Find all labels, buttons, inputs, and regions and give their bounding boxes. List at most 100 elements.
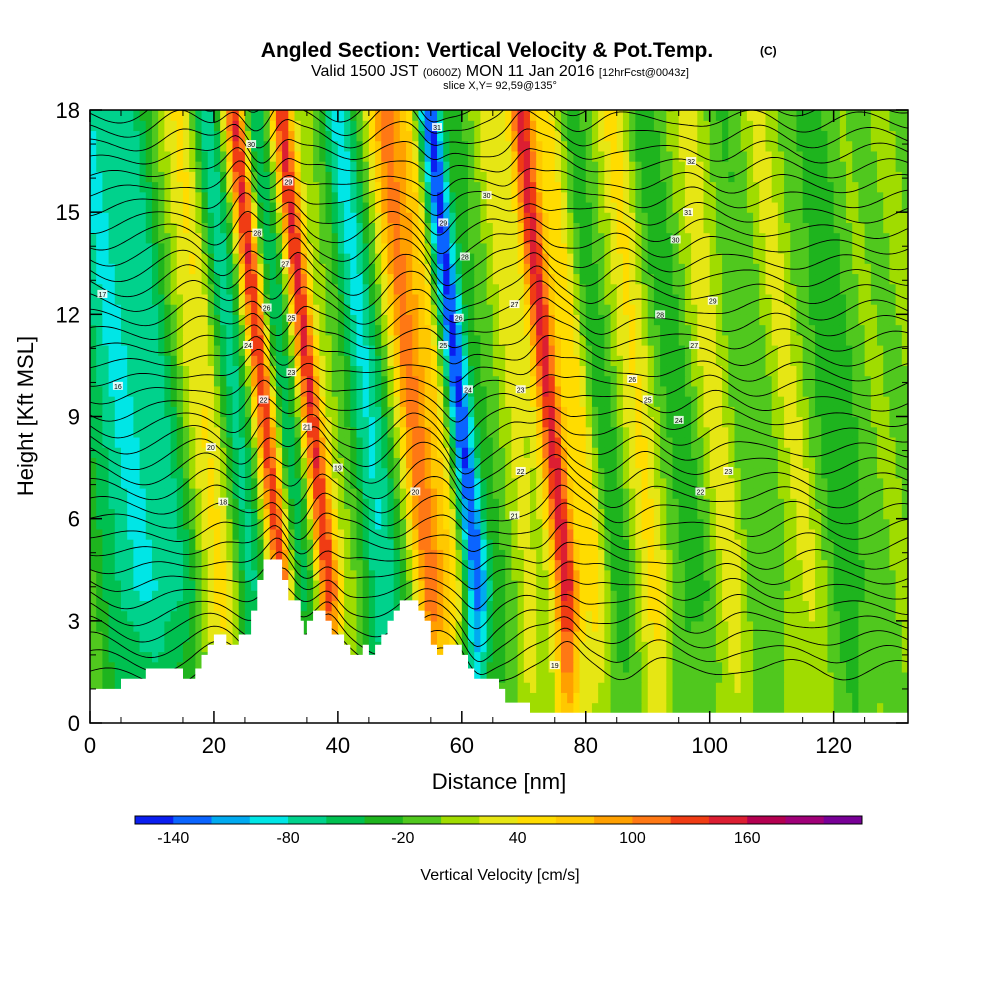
velocity-cell: [176, 631, 184, 642]
velocity-cell: [560, 498, 568, 510]
velocity-cell: [306, 436, 314, 448]
velocity-cell: [492, 498, 500, 510]
velocity-cell: [895, 671, 903, 683]
velocity-cell: [294, 590, 302, 601]
velocity-cell: [151, 355, 159, 367]
velocity-cell: [300, 334, 308, 346]
velocity-cell: [883, 447, 891, 458]
velocity-cell: [889, 692, 897, 704]
velocity-cell: [139, 631, 147, 642]
velocity-cell: [660, 631, 667, 642]
velocity-cell: [127, 426, 134, 438]
velocity-cell: [901, 702, 908, 714]
velocity-cell: [96, 590, 103, 601]
velocity-cell: [864, 365, 872, 377]
velocity-cell: [554, 375, 562, 387]
velocity-cell: [591, 447, 599, 458]
velocity-cell: [784, 590, 791, 601]
velocity-cell: [728, 355, 736, 367]
velocity-cell: [176, 579, 184, 591]
velocity-cell: [213, 416, 221, 428]
velocity-cell: [827, 549, 835, 561]
velocity-cell: [238, 385, 246, 397]
velocity-cell: [430, 631, 438, 642]
velocity-cell: [901, 375, 908, 387]
velocity-cell: [616, 467, 624, 479]
velocity-cell: [96, 385, 103, 397]
velocity-cell: [251, 477, 258, 489]
velocity-cell: [474, 528, 482, 540]
velocity-cell: [368, 498, 376, 510]
velocity-cell: [796, 682, 804, 693]
velocity-cell: [244, 600, 252, 612]
velocity-cell: [220, 355, 227, 367]
velocity-cell: [598, 426, 605, 438]
velocity-cell: [684, 631, 692, 642]
velocity-cell: [542, 528, 550, 540]
velocity-cell: [331, 559, 339, 571]
velocity-cell: [201, 355, 209, 367]
velocity-cell: [133, 498, 141, 510]
velocity-cell: [511, 385, 519, 397]
velocity-cell: [684, 671, 692, 683]
velocity-cell: [722, 671, 729, 683]
velocity-cell: [858, 528, 866, 540]
velocity-cell: [672, 406, 680, 418]
velocity-cell: [492, 600, 500, 612]
velocity-cell: [895, 426, 903, 438]
velocity-cell: [399, 508, 407, 520]
velocity-cell: [499, 334, 506, 346]
velocity-cell: [319, 457, 327, 469]
velocity-cell: [300, 436, 308, 448]
velocity-cell: [722, 610, 729, 622]
velocity-cell: [368, 334, 376, 346]
velocity-cell: [647, 416, 655, 428]
velocity-cell: [777, 385, 785, 397]
velocity-cell: [715, 590, 723, 601]
velocity-cell: [164, 610, 172, 622]
velocity-cell: [449, 528, 457, 540]
velocity-cell: [827, 406, 835, 418]
velocity-cell: [870, 559, 878, 571]
velocity-cell: [709, 416, 717, 428]
velocity-cell: [102, 518, 110, 530]
velocity-cell: [542, 477, 550, 489]
velocity-cell: [424, 590, 432, 601]
velocity-cell: [653, 590, 661, 601]
velocity-cell: [474, 559, 482, 571]
velocity-cell: [877, 375, 884, 387]
velocity-cell: [567, 600, 574, 612]
velocity-cell: [480, 426, 488, 438]
velocity-cell: [740, 518, 748, 530]
velocity-cell: [815, 641, 822, 653]
velocity-cell: [182, 590, 190, 601]
velocity-cell: [474, 579, 482, 591]
velocity-cell: [591, 549, 599, 561]
velocity-cell: [660, 416, 667, 428]
velocity-cell: [728, 344, 736, 356]
velocity-cell: [610, 334, 618, 346]
velocity-cell: [672, 682, 680, 693]
velocity-cell: [567, 447, 574, 458]
velocity-cell: [697, 569, 705, 581]
velocity-cell: [220, 600, 227, 612]
velocity-cell: [579, 702, 587, 714]
velocity-cell: [846, 344, 853, 356]
velocity-cell: [684, 579, 692, 591]
velocity-cell: [734, 518, 742, 530]
velocity-cell: [362, 375, 370, 387]
velocity-cell: [697, 375, 705, 387]
velocity-cell: [684, 682, 692, 693]
velocity-cell: [765, 600, 773, 612]
velocity-cell: [344, 610, 351, 622]
velocity-cell: [542, 569, 550, 581]
velocity-cell: [344, 426, 351, 438]
velocity-cell: [170, 600, 178, 612]
velocity-cell: [529, 600, 537, 612]
velocity-cell: [709, 457, 717, 469]
velocity-cell: [672, 477, 680, 489]
velocity-cell: [108, 671, 116, 683]
velocity-cell: [753, 559, 760, 571]
velocity-cell: [350, 447, 358, 458]
velocity-cell: [381, 549, 389, 561]
